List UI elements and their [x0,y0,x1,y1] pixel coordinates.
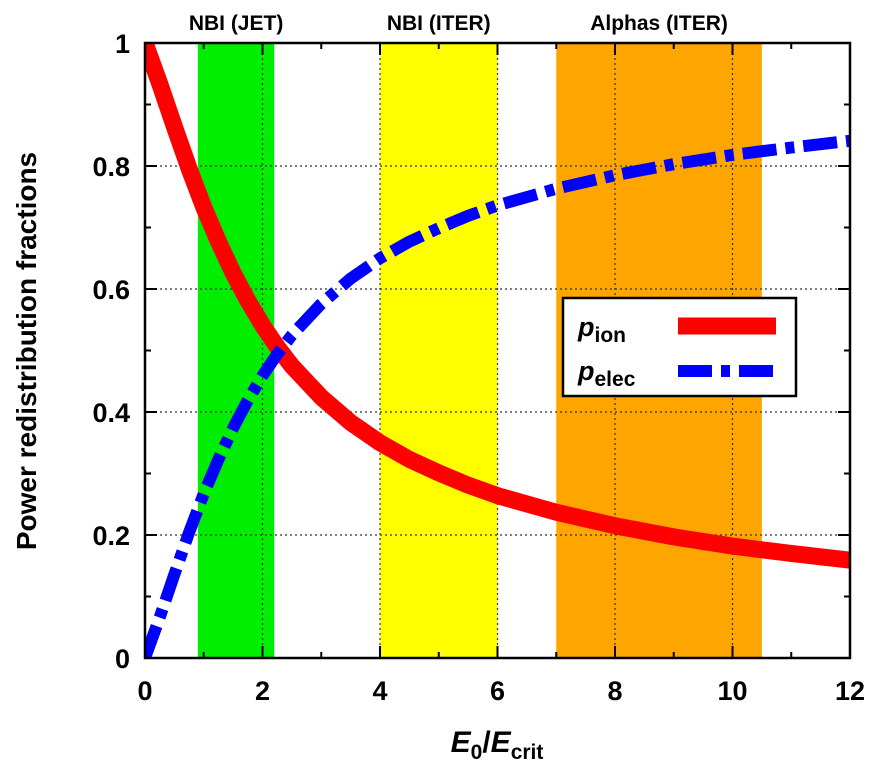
x-tick-label-3: 6 [490,676,505,706]
band-1 [380,43,498,658]
x-axis-title: E0/Ecrit [451,726,544,764]
x-tick-label-0: 0 [137,676,152,706]
band-label-0: NBI (JET) [189,12,284,35]
legend-label-ion: pion [577,312,626,347]
band-label-1: NBI (ITER) [387,12,491,35]
y-axis-title: Power redistribution fractions [11,152,42,550]
y-tick-label-3: 0.6 [92,275,130,305]
x-title-slash: / [482,726,491,759]
ticks-layer [144,42,851,659]
series-layer [145,43,850,658]
legend-box [561,296,798,398]
band-label-2: Alphas (ITER) [590,12,728,35]
x-tick-label-2: 4 [372,676,387,706]
series-line-ion [145,43,850,569]
x-title-e: E [491,726,512,759]
x-tick-label-5: 10 [717,676,747,706]
labels-layer: NBI (JET) NBI (ITER) Alphas (ITER)0 2 4 6 8 10 1… [92,12,865,706]
x-tick-label-1: 2 [255,676,270,706]
y-tick-label-1: 0.2 [92,521,130,551]
y-tick-label-2: 0.4 [92,398,130,428]
y-tick-label-0: 0 [115,644,130,674]
y-tick-label-4: 0.8 [92,152,130,182]
x-title-subcrit: crit [511,741,544,764]
legend-label-elec: pelec [577,356,636,391]
x-tick-label-6: 12 [835,676,865,706]
y-tick-label-5: 1 [115,29,130,59]
x-title-sub0: 0 [471,741,483,764]
legend: pion pelec [561,296,798,398]
x-tick-label-4: 8 [607,676,622,706]
band-0 [197,43,275,658]
series-line-elec [145,134,850,658]
x-title-e0: E [451,726,472,759]
